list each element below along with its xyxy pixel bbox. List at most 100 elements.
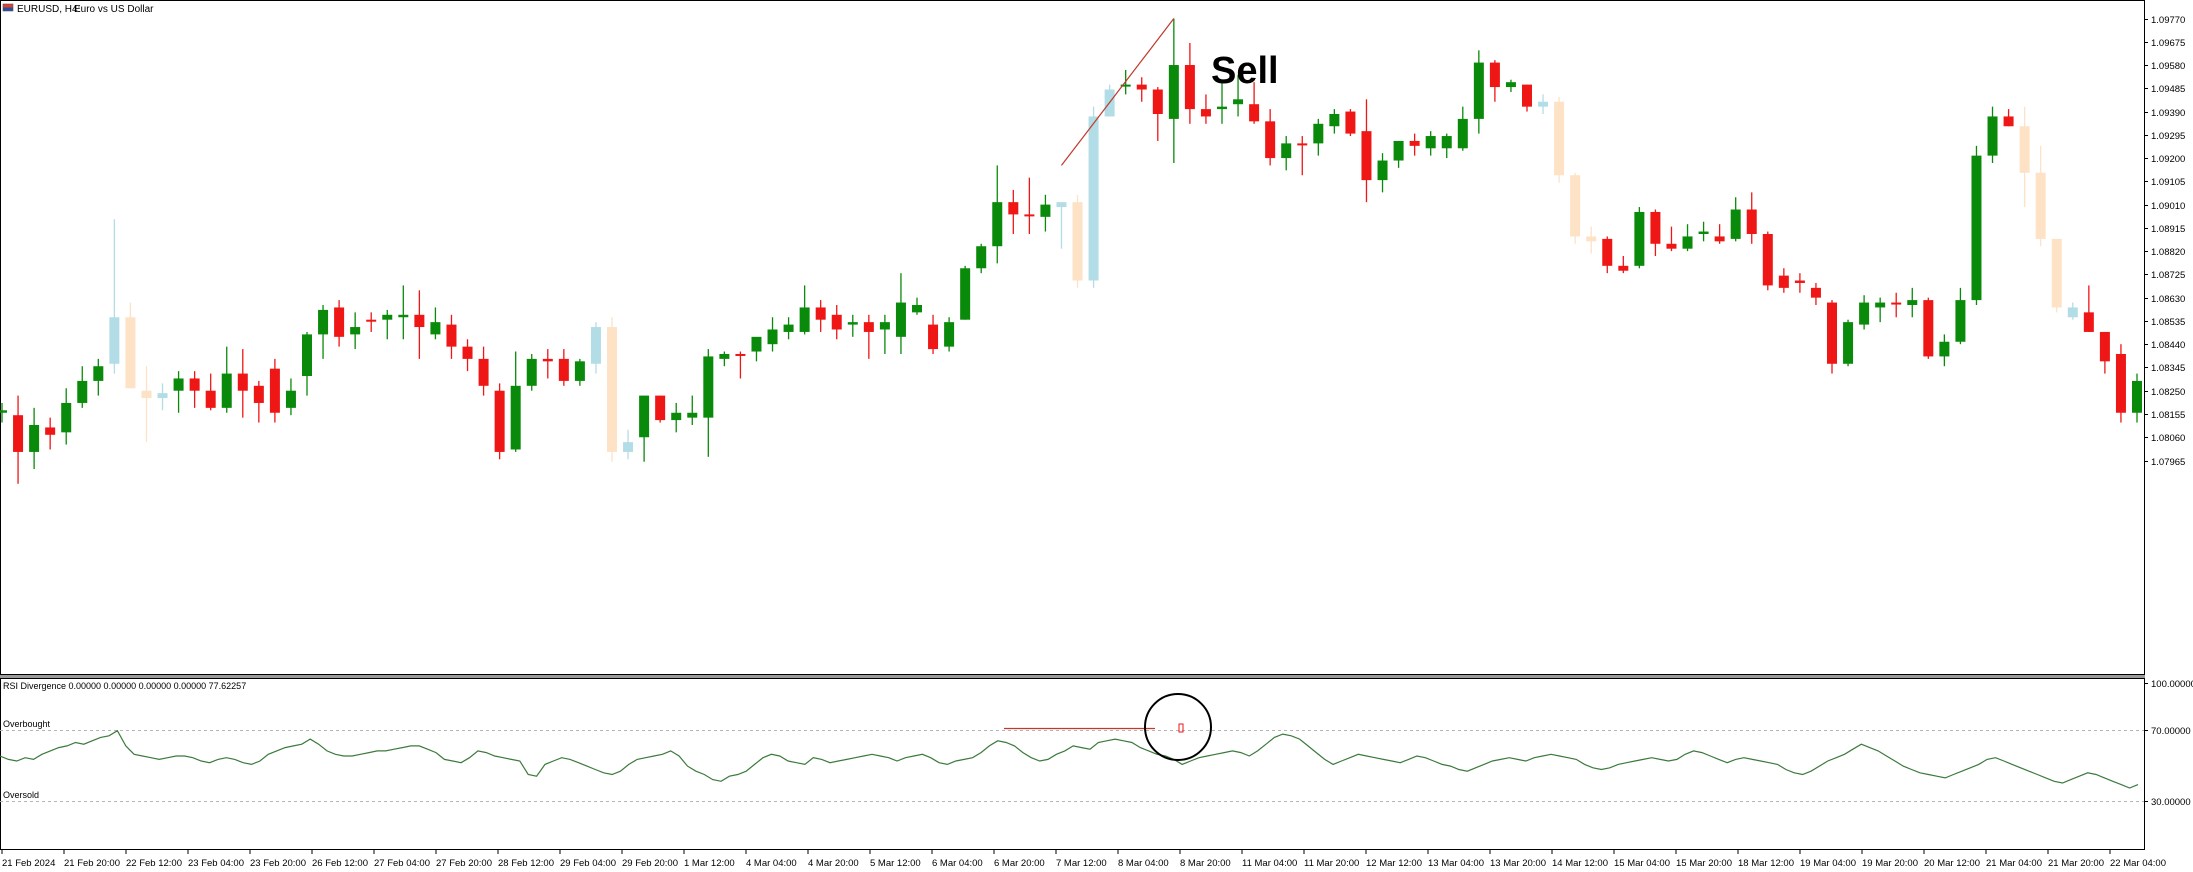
candle [1859, 295, 1870, 330]
candle-body [558, 358, 569, 381]
candle-body [61, 402, 72, 433]
candle [2083, 285, 2094, 332]
candle-body [623, 442, 634, 452]
time-tick-label: 21 Feb 2024 [2, 858, 55, 869]
candle-body [735, 353, 746, 356]
time-tick-label: 4 Mar 04:00 [746, 858, 797, 869]
time-tick-label: 13 Mar 20:00 [1490, 858, 1546, 869]
candle [2035, 145, 2046, 247]
candle [1184, 42, 1195, 124]
candle [960, 265, 971, 320]
candle [1329, 109, 1340, 134]
candle [542, 349, 553, 379]
candle [1297, 136, 1308, 176]
candle [879, 314, 890, 354]
rsi-signal-arrow [1178, 723, 1184, 733]
divergence-line-group [1060, 18, 1175, 166]
price-tick-label: 1.08155 [2151, 410, 2185, 421]
candle [1730, 197, 1741, 242]
candle-body [1136, 84, 1147, 90]
candle-body [366, 319, 377, 322]
candle-body [1939, 341, 1950, 357]
candle [1313, 118, 1324, 156]
candle [783, 317, 794, 340]
candle [1473, 50, 1484, 134]
candle [928, 314, 939, 354]
candle-body [1698, 231, 1709, 234]
candle-body [45, 427, 56, 435]
candle-body [398, 314, 409, 318]
candle [1200, 94, 1211, 124]
candle-body [1281, 143, 1292, 159]
candle-body [221, 373, 232, 408]
candle-body [703, 356, 714, 418]
candle [1008, 189, 1019, 234]
candle [895, 273, 906, 354]
candle [1650, 209, 1661, 257]
candle-body [510, 385, 521, 450]
price-tick-label: 1.08060 [2151, 433, 2185, 444]
candle-body [13, 415, 24, 452]
time-tick-label: 15 Mar 20:00 [1676, 858, 1732, 869]
candle-body [1361, 131, 1372, 181]
candle [109, 219, 120, 374]
price-tick-label: 1.08725 [2151, 270, 2185, 281]
chart-header: EURUSD, H4: Euro vs US Dollar [2, 3, 154, 15]
candle-body [1634, 211, 1645, 266]
time-tick-label: 8 Mar 20:00 [1180, 858, 1231, 869]
candle-body [0, 410, 7, 413]
candle [671, 402, 682, 433]
candle-body [478, 358, 489, 386]
candle-body [1971, 155, 1982, 301]
candle-body [944, 322, 955, 347]
price-tick-label: 1.08915 [2151, 224, 2185, 235]
candle-body [895, 302, 906, 337]
oversold-label: Oversold [3, 790, 39, 800]
time-tick-label: 21 Mar 20:00 [2048, 858, 2104, 869]
candle [1040, 194, 1051, 232]
candle [1843, 319, 1854, 367]
candle-body [1794, 280, 1805, 283]
candle-body [879, 322, 890, 330]
candle [1249, 82, 1260, 124]
candle-body [863, 322, 874, 332]
candle-body [141, 390, 152, 399]
candle [815, 300, 826, 332]
candle [944, 317, 955, 352]
candle [558, 349, 569, 386]
time-tick-label: 28 Feb 12:00 [498, 858, 554, 869]
highlight-circle [1144, 693, 1212, 761]
time-tick-label: 13 Mar 04:00 [1428, 858, 1484, 869]
candle-body [1168, 65, 1179, 119]
candle-body [1923, 300, 1934, 357]
candle-body [1200, 109, 1211, 117]
candle [2019, 106, 2030, 208]
indicator-title: RSI Divergence 0.00000 0.00000 0.00000 0… [3, 681, 246, 691]
candle [1778, 268, 1789, 293]
candle [398, 285, 409, 340]
candle [1810, 282, 1821, 306]
candle-body [1008, 202, 1019, 215]
candle-body [1024, 214, 1035, 217]
candle [912, 297, 922, 315]
time-tick-label: 29 Feb 04:00 [560, 858, 616, 869]
time-tick-label: 1 Mar 12:00 [684, 858, 735, 869]
candle [1987, 106, 1998, 163]
candle [1072, 194, 1083, 288]
candle-body [1457, 118, 1468, 149]
price-tick-label: 1.09010 [2151, 201, 2185, 212]
time-tick-label: 22 Mar 04:00 [2110, 858, 2166, 869]
time-tick-label: 29 Feb 20:00 [622, 858, 678, 869]
candle [1698, 221, 1709, 242]
candle [205, 373, 216, 411]
candle [590, 322, 601, 374]
eu-flag-icon [2, 3, 14, 12]
candle [141, 366, 152, 443]
candle-body [976, 246, 987, 269]
price-tick-label: 1.08345 [2151, 363, 2185, 374]
pane-separator[interactable] [0, 675, 2145, 678]
candle-body [1377, 160, 1388, 181]
candle [767, 317, 778, 352]
candle [173, 371, 184, 413]
time-tick-label: 22 Feb 12:00 [126, 858, 182, 869]
